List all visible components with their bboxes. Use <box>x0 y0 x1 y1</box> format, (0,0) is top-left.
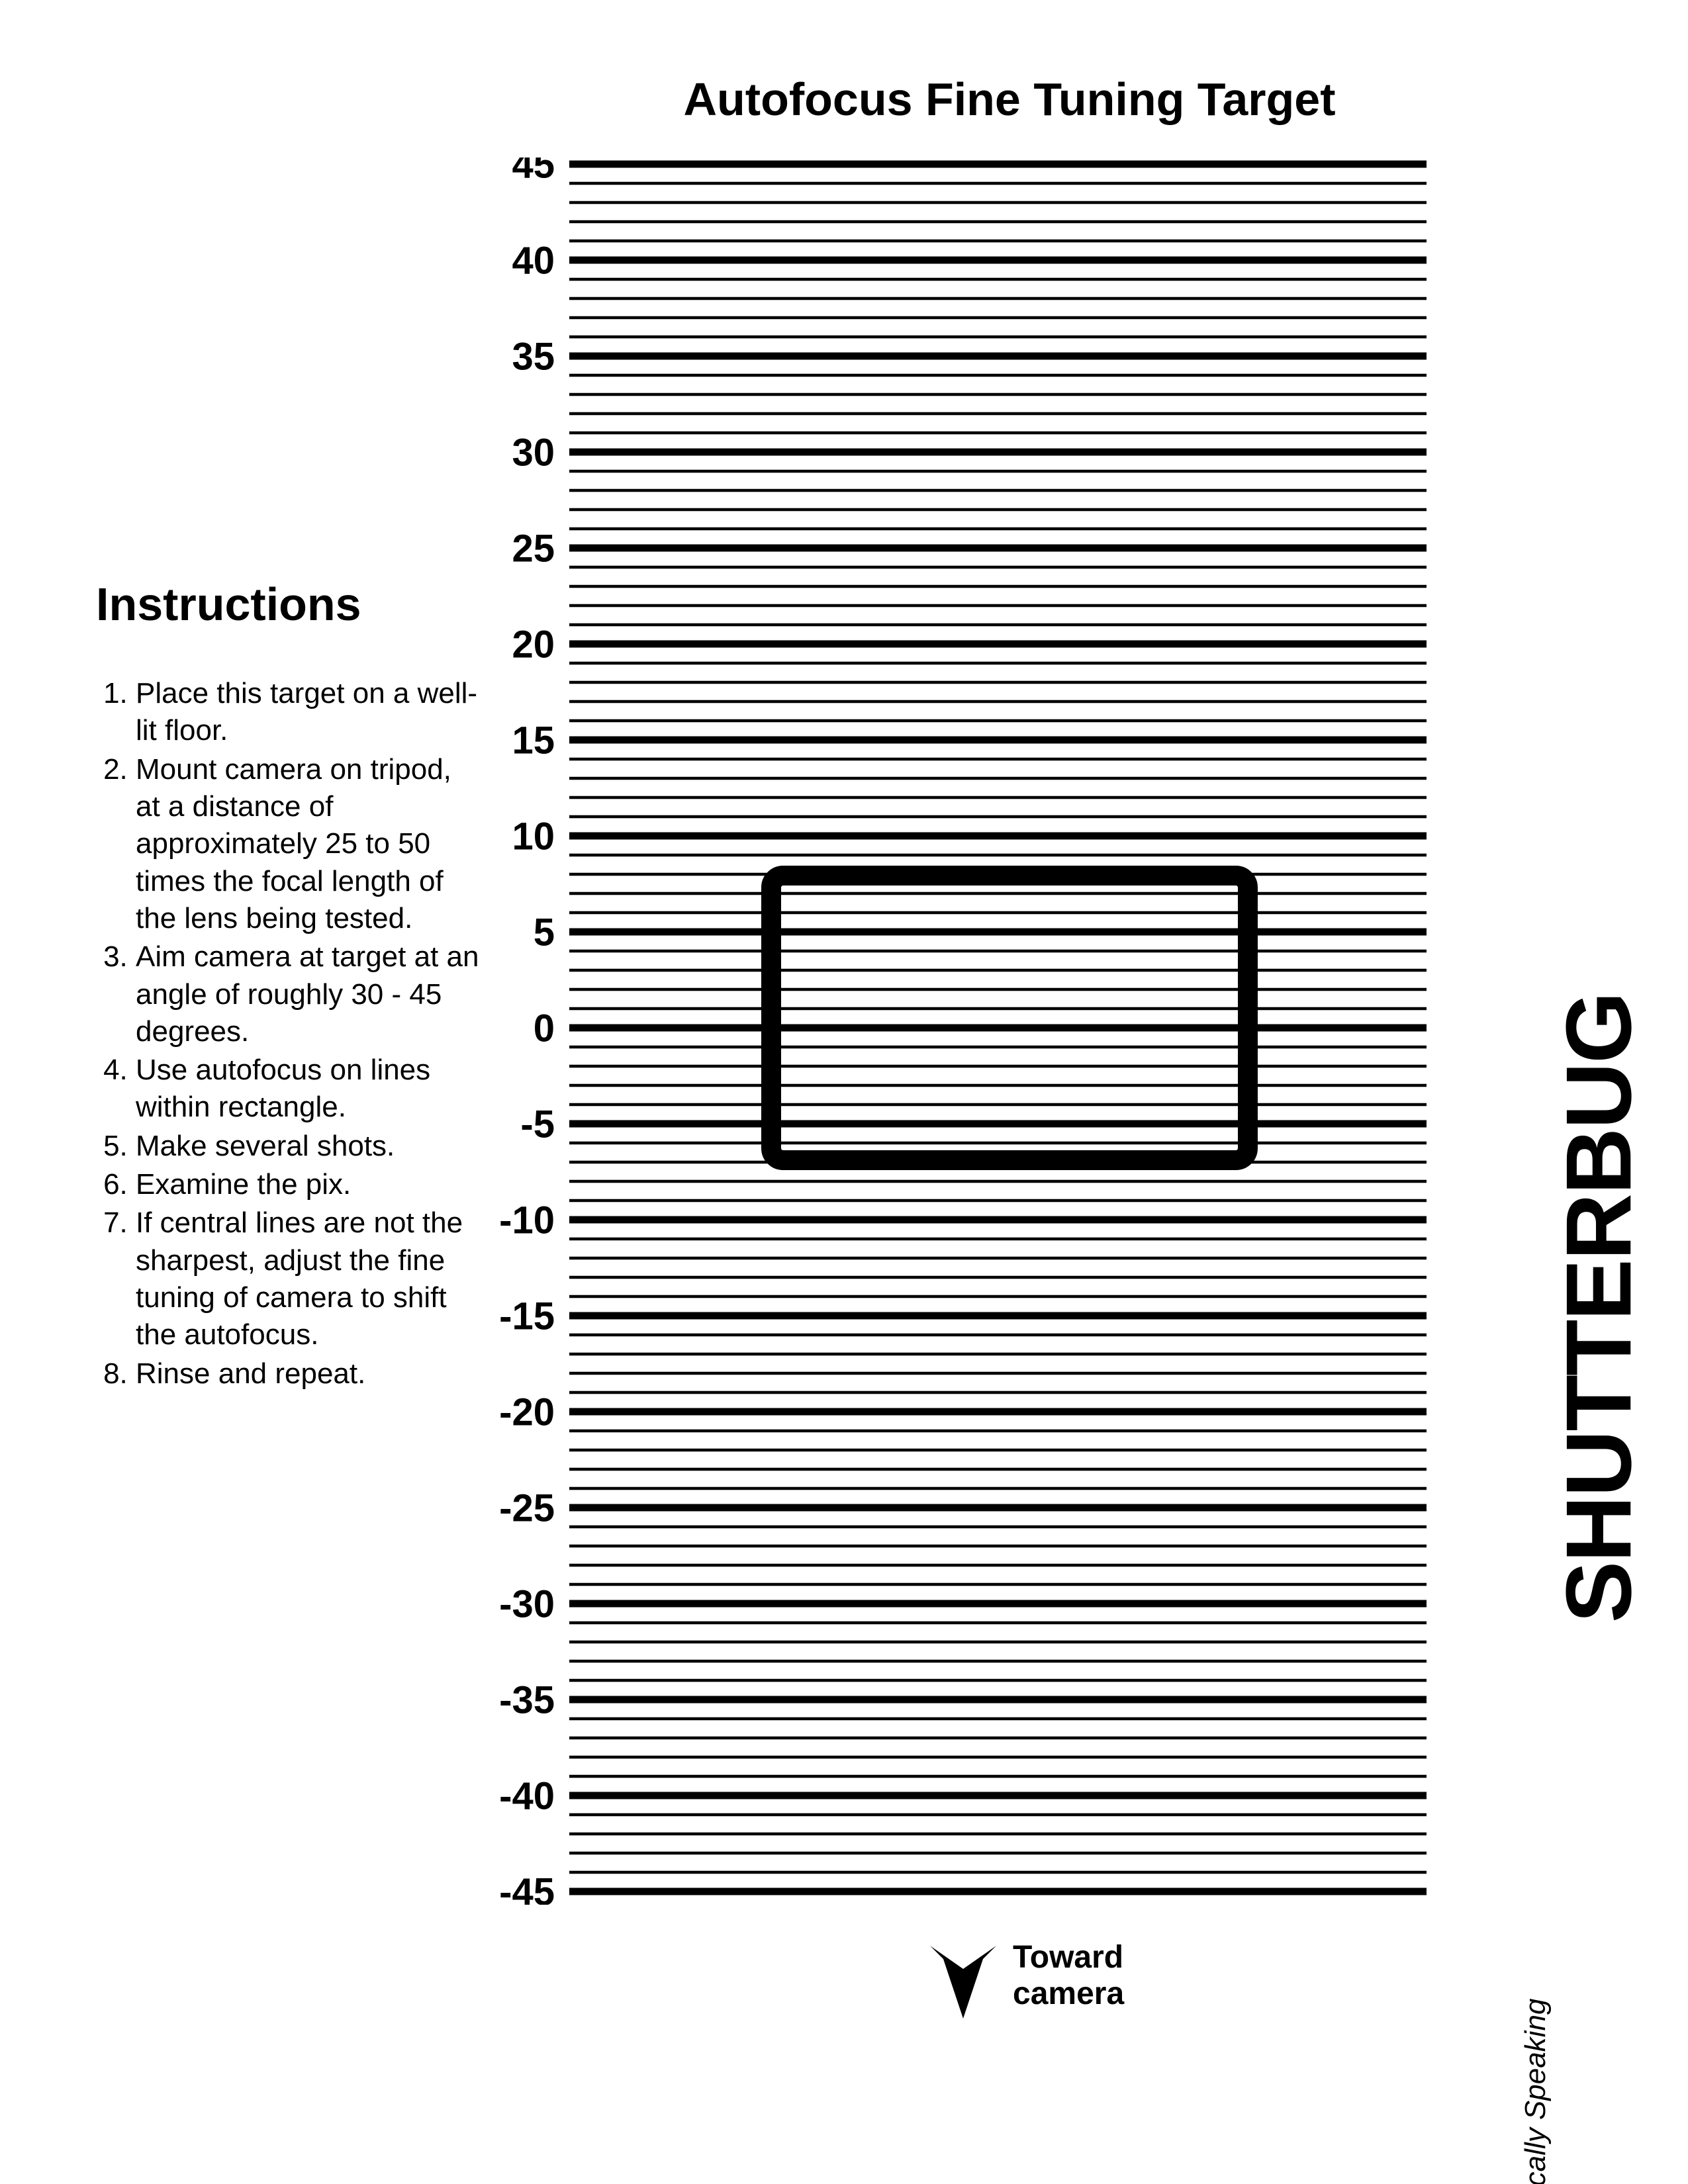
scale-label: 30 <box>512 431 555 474</box>
brand-logo-text: SHUTTERBUG <box>1545 993 1652 1623</box>
toward-line-1: Toward <box>1013 1940 1123 1975</box>
credit-line-1: Technically Speaking <box>1519 1999 1552 2184</box>
scale-label: 20 <box>512 623 555 666</box>
scale-label: 15 <box>512 719 555 762</box>
scale-label: -5 <box>520 1103 555 1146</box>
instructions-list: Place this target on a well-lit floor. M… <box>96 675 480 1394</box>
instruction-item: Place this target on a well-lit floor. <box>136 675 480 750</box>
scale-label: 45 <box>512 158 555 186</box>
instruction-item: If central lines are not the sharpest, a… <box>136 1205 480 1353</box>
instruction-item: Make several shots. <box>136 1128 480 1165</box>
scale-label: -40 <box>499 1774 555 1817</box>
toward-camera-label: Toward camera <box>927 1939 1258 2025</box>
instruction-item: Mount camera on tripod, at a distance of… <box>136 751 480 938</box>
focus-rectangle <box>771 876 1248 1160</box>
credit-text: Technically Speaking 2018 <box>1519 1999 1589 2184</box>
scale-label: 40 <box>512 239 555 282</box>
scale-label: -20 <box>499 1390 555 1433</box>
page-title: Autofocus Fine Tuning Target <box>612 73 1407 126</box>
scale-label: 25 <box>512 527 555 570</box>
down-arrow-icon <box>927 1939 1000 2025</box>
scale-label: -10 <box>499 1199 555 1242</box>
page: Autofocus Fine Tuning Target Instruction… <box>0 0 1688 2184</box>
scale-label: 10 <box>512 815 555 858</box>
scale-label: 35 <box>512 335 555 378</box>
instruction-item: Examine the pix. <box>136 1166 480 1203</box>
instruction-item: Rinse and repeat. <box>136 1355 480 1392</box>
scale-label: 5 <box>534 911 555 954</box>
scale-label: -15 <box>499 1295 555 1338</box>
instruction-item: Use autofocus on lines within rectangle. <box>136 1052 480 1126</box>
focus-target-svg: 45 40 35 30 25 20 15 10 5 0 -5 -10 -15 -20 -25 -30 -35 -4… <box>480 158 1427 1905</box>
scale-label: -35 <box>499 1678 555 1721</box>
scale-label: -25 <box>499 1486 555 1529</box>
scale-label: -30 <box>499 1582 555 1625</box>
scale-label: -45 <box>499 1870 555 1905</box>
toward-line-2: camera <box>1013 1976 1124 2011</box>
focus-target-chart: 45 40 35 30 25 20 15 10 5 0 -5 -10 -15 -20 -25 -30 -35 -4… <box>480 158 1427 1905</box>
instruction-item: Aim camera at target at an angle of roug… <box>136 938 480 1050</box>
instructions-heading: Instructions <box>96 578 361 631</box>
scale-label: 0 <box>534 1007 555 1050</box>
